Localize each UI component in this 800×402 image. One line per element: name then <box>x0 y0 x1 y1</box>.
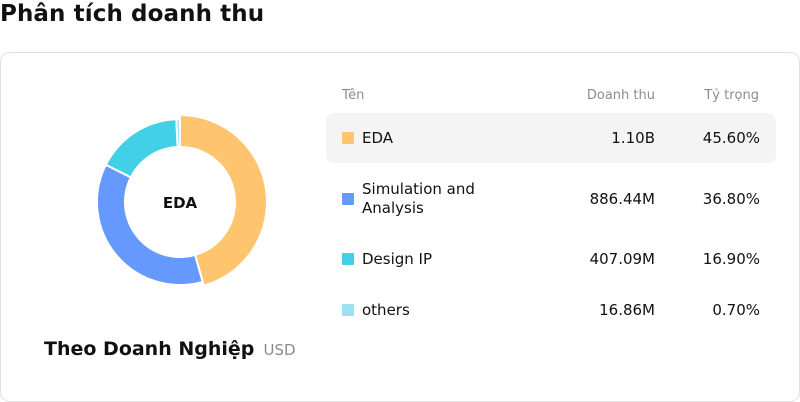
header-name: Tên <box>342 88 365 103</box>
row-share: 36.80% <box>702 190 760 208</box>
row-revenue: 407.09M <box>589 250 655 268</box>
donut-center-label: EDA <box>163 194 198 212</box>
row-share: 45.60% <box>702 129 760 147</box>
donut-slice-simulation-and-analysis[interactable] <box>96 163 204 286</box>
legend-swatch <box>342 132 354 144</box>
header-share: Tỷ trọng <box>704 88 759 103</box>
table-row-design-ip[interactable]: Design IP 407.09M 16.90% <box>326 234 776 284</box>
table-header: Tên Doanh thu Tỷ trọng <box>1 88 799 108</box>
row-name: Simulation and Analysis <box>362 180 475 217</box>
card-title-text: Theo Doanh Nghiệp <box>44 338 255 360</box>
card-title: Theo Doanh Nghiệp USD <box>44 338 296 360</box>
row-name: Design IP <box>362 249 433 268</box>
donut-slice-eda[interactable] <box>179 115 267 287</box>
row-share: 0.70% <box>712 301 760 319</box>
table-row-eda[interactable]: EDA 1.10B 45.60% <box>326 113 776 163</box>
row-revenue: 886.44M <box>589 190 655 208</box>
currency-unit: USD <box>263 341 296 359</box>
table-row-simulation[interactable]: Simulation and Analysis 886.44M 36.80% <box>326 174 776 224</box>
legend-swatch <box>342 193 354 205</box>
page-title: Phân tích doanh thu <box>0 1 265 27</box>
donut-slice-design-ip[interactable] <box>104 118 179 179</box>
table-row-others[interactable]: others 16.86M 0.70% <box>326 285 776 335</box>
row-revenue: 16.86M <box>599 301 655 319</box>
donut-slice-others[interactable] <box>175 117 181 149</box>
row-revenue: 1.10B <box>611 129 655 147</box>
row-name: EDA <box>362 128 394 147</box>
donut-chart[interactable]: EDA <box>93 115 267 289</box>
row-name: others <box>362 300 410 319</box>
row-share: 16.90% <box>702 250 760 268</box>
legend-swatch <box>342 253 354 265</box>
revenue-card: EDA Theo Doanh Nghiệp USD Tên Doanh thu … <box>0 52 800 402</box>
legend-swatch <box>342 304 354 316</box>
header-revenue: Doanh thu <box>586 88 655 103</box>
